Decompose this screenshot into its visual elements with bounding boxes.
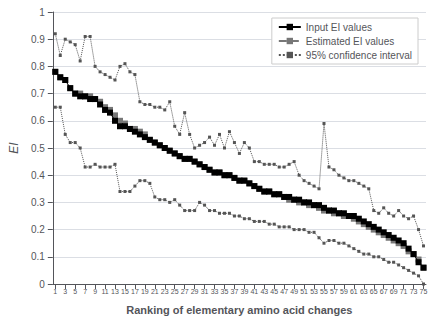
- svg-text:15: 15: [121, 288, 129, 295]
- svg-text:3: 3: [63, 288, 67, 295]
- svg-text:27: 27: [181, 288, 189, 295]
- svg-text:61: 61: [350, 288, 358, 295]
- svg-text:63: 63: [360, 288, 368, 295]
- svg-text:43: 43: [260, 288, 268, 295]
- svg-text:75: 75: [420, 288, 428, 295]
- svg-text:0: 0: [39, 279, 45, 290]
- svg-text:Input EI values: Input EI values: [306, 22, 372, 33]
- svg-text:Ranking of elementary amino ac: Ranking of elementary amino acid changes: [126, 304, 352, 316]
- svg-text:55: 55: [320, 288, 328, 295]
- svg-text:0.9: 0.9: [31, 34, 45, 45]
- svg-text:57: 57: [330, 288, 338, 295]
- svg-text:EI: EI: [7, 142, 21, 154]
- svg-text:41: 41: [250, 288, 258, 295]
- svg-text:0.4: 0.4: [31, 170, 45, 181]
- svg-text:21: 21: [151, 288, 159, 295]
- svg-text:19: 19: [141, 288, 149, 295]
- svg-text:65: 65: [370, 288, 378, 295]
- svg-text:51: 51: [300, 288, 308, 295]
- svg-text:17: 17: [131, 288, 139, 295]
- svg-text:0.8: 0.8: [31, 61, 45, 72]
- svg-text:35: 35: [221, 288, 229, 295]
- svg-text:9: 9: [93, 288, 97, 295]
- svg-text:23: 23: [161, 288, 169, 295]
- svg-text:0.6: 0.6: [31, 115, 45, 126]
- svg-text:69: 69: [390, 288, 398, 295]
- svg-text:0.3: 0.3: [31, 197, 45, 208]
- svg-text:39: 39: [240, 288, 248, 295]
- svg-text:0.7: 0.7: [31, 88, 45, 99]
- svg-text:5: 5: [73, 288, 77, 295]
- svg-text:53: 53: [310, 288, 318, 295]
- svg-text:73: 73: [410, 288, 418, 295]
- svg-text:59: 59: [340, 288, 348, 295]
- svg-text:49: 49: [290, 288, 298, 295]
- svg-text:0.1: 0.1: [31, 251, 45, 262]
- svg-text:0.2: 0.2: [31, 224, 45, 235]
- svg-text:33: 33: [211, 288, 219, 295]
- svg-text:45: 45: [270, 288, 278, 295]
- svg-text:71: 71: [400, 288, 408, 295]
- svg-text:37: 37: [231, 288, 239, 295]
- svg-text:13: 13: [111, 288, 119, 295]
- svg-text:Estimated EI values: Estimated EI values: [306, 36, 394, 47]
- svg-text:67: 67: [380, 288, 388, 295]
- svg-text:1: 1: [39, 7, 45, 18]
- svg-text:29: 29: [191, 288, 199, 295]
- svg-text:7: 7: [83, 288, 87, 295]
- svg-text:25: 25: [171, 288, 179, 295]
- svg-text:31: 31: [201, 288, 209, 295]
- svg-text:1: 1: [53, 288, 57, 295]
- svg-text:47: 47: [280, 288, 288, 295]
- svg-text:0.5: 0.5: [31, 143, 45, 154]
- svg-text:95% confidence interval: 95% confidence interval: [306, 50, 412, 61]
- svg-text:11: 11: [101, 288, 108, 295]
